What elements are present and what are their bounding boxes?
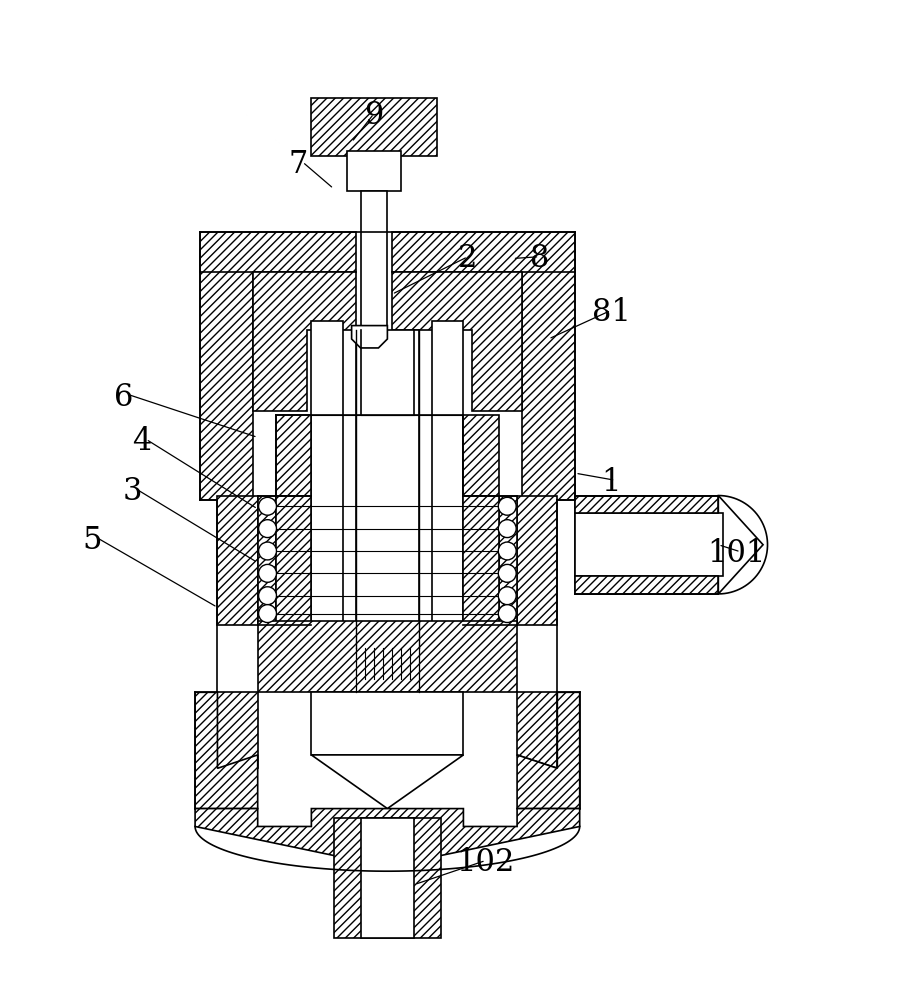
Polygon shape [718,496,763,594]
Text: 2: 2 [458,243,478,274]
Circle shape [258,605,276,623]
Circle shape [258,497,276,515]
Circle shape [499,497,517,515]
Bar [361,191,387,330]
Text: 102: 102 [456,847,515,878]
Bar [361,818,414,938]
Polygon shape [200,232,356,272]
Circle shape [499,564,517,582]
Polygon shape [218,496,257,625]
Polygon shape [392,272,522,411]
Text: 3: 3 [122,476,142,507]
Polygon shape [518,692,580,809]
Text: 4: 4 [131,426,151,457]
Polygon shape [275,415,311,496]
Circle shape [499,520,517,538]
Polygon shape [352,326,387,348]
Polygon shape [575,576,718,594]
Polygon shape [311,692,464,755]
Polygon shape [257,621,518,692]
Polygon shape [392,232,575,272]
Text: 101: 101 [707,538,765,569]
Text: 81: 81 [591,297,630,328]
Circle shape [258,542,276,560]
Polygon shape [518,692,557,768]
Circle shape [499,605,517,623]
Bar [311,321,343,648]
Circle shape [258,564,276,582]
Bar [432,321,464,648]
Polygon shape [257,496,275,625]
Polygon shape [575,496,718,594]
Circle shape [258,587,276,605]
Polygon shape [200,250,253,500]
Polygon shape [518,496,557,625]
Circle shape [499,587,517,605]
Polygon shape [464,415,500,496]
Text: 1: 1 [601,467,621,498]
Text: 7: 7 [288,149,308,180]
Polygon shape [522,250,575,500]
Polygon shape [195,809,580,867]
Polygon shape [311,755,464,809]
Polygon shape [500,496,518,625]
Circle shape [258,520,276,538]
Circle shape [499,542,517,560]
Polygon shape [275,496,311,625]
Bar [575,513,723,576]
Polygon shape [253,272,356,411]
Polygon shape [195,692,257,809]
Polygon shape [218,692,257,768]
Text: 9: 9 [364,100,383,131]
Bar [334,818,441,938]
Bar [311,98,436,156]
Text: 5: 5 [83,525,102,556]
Text: 8: 8 [530,243,549,274]
Bar [347,151,400,191]
Bar [356,330,419,648]
Polygon shape [575,496,718,513]
Text: 6: 6 [113,382,133,413]
Polygon shape [464,496,500,625]
